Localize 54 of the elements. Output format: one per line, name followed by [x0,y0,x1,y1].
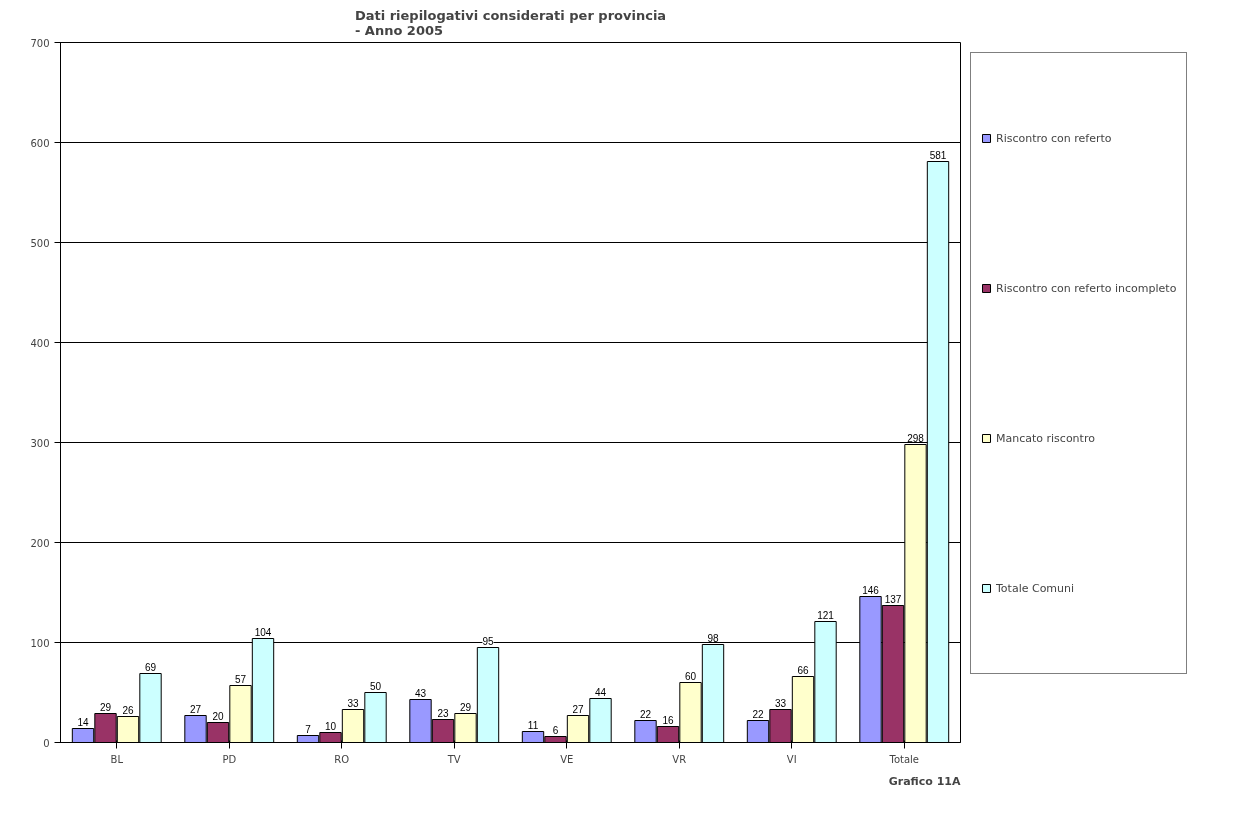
data-label: 66 [797,664,809,676]
x-tick-label: Totale [888,753,920,765]
data-label: 27 [572,703,584,715]
y-tick-label: 200 [30,537,50,549]
data-label: 14 [77,716,89,728]
y-tick-label: 0 [43,737,50,749]
data-label: 7 [305,723,312,735]
data-label: 57 [234,673,247,685]
x-tick-label: RO [334,753,350,765]
data-label: 137 [884,593,902,605]
data-label: 298 [907,432,925,444]
data-label: 43 [414,687,427,699]
data-label: 23 [437,707,449,719]
data-label: 29 [99,701,112,713]
legend-label: Totale Comuni [996,580,1075,597]
y-tick-label: 600 [30,137,50,149]
data-label: 50 [369,680,382,692]
data-label: 22 [639,708,652,720]
data-label: 33 [774,697,787,709]
y-tick-label: 700 [30,37,50,49]
legend-label: Mancato riscontro [996,430,1095,447]
data-label: 581 [929,149,947,161]
text: Grafico 11A [888,774,961,788]
data-label: 33 [347,697,359,709]
data-label: 6 [552,724,559,736]
data-label: 26 [122,704,134,716]
data-label: 27 [189,703,202,715]
data-label: 29 [459,701,472,713]
data-label: 20 [212,710,224,722]
y-tick-label: 500 [30,237,50,249]
x-tick-label: VE [560,753,574,765]
data-label: 10 [324,720,337,732]
x-tick-label: VR [672,753,687,765]
x-tick-label: BL [110,753,124,765]
x-tick-label: TV [446,753,461,765]
y-tick-label: 400 [30,337,50,349]
y-tick-label: 300 [30,437,50,449]
y-tick-label: 100 [30,637,50,649]
chart-title: Dati riepilogativi considerati per provincia - Anno 2005 [354,7,667,38]
data-label: 60 [684,670,697,682]
data-label: 22 [752,708,764,720]
data-label: 121 [817,609,835,621]
data-label: 146 [862,584,880,596]
data-label: 44 [594,686,607,698]
data-label: 104 [254,626,272,638]
data-label: 98 [707,632,719,644]
legend-label: Riscontro con referto incompleto [996,280,1177,297]
legend-label: Riscontro con referto [996,130,1112,147]
data-label: 16 [662,714,674,726]
x-tick-label: VI [786,753,797,765]
data-label: 95 [482,635,494,647]
data-label: 69 [144,661,157,673]
data-label: 11 [527,719,539,731]
x-tick-label: PD [222,753,237,765]
